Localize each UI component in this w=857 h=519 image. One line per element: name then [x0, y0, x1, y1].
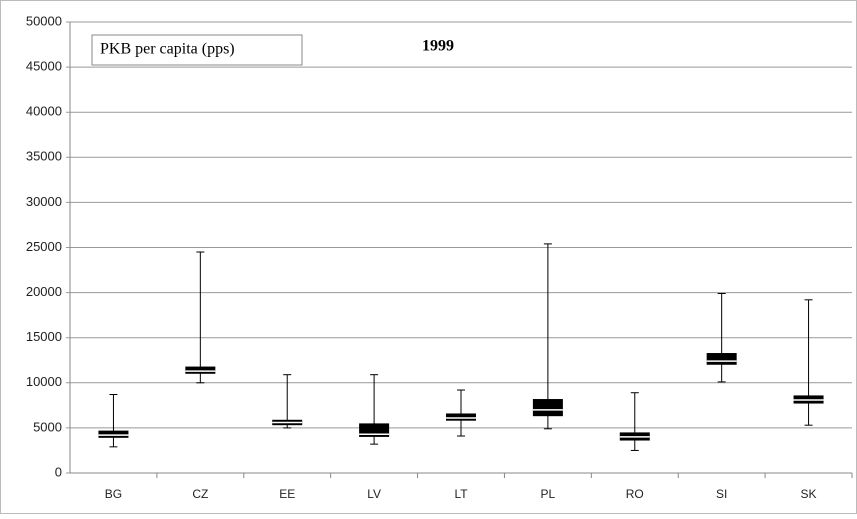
x-tick-label: SK — [801, 487, 817, 501]
y-tick-label: 0 — [55, 464, 62, 479]
legend-label: PKB per capita (pps) — [100, 41, 235, 58]
box — [706, 353, 737, 365]
box — [185, 366, 216, 374]
x-tick-label: BG — [105, 487, 122, 501]
legend-box — [91, 34, 303, 66]
box — [532, 399, 563, 417]
y-tick-label: 45000 — [26, 59, 62, 74]
y-tick-label: 30000 — [26, 194, 62, 209]
x-tick-label: SI — [716, 487, 727, 501]
box — [98, 430, 129, 438]
x-tick-label: EE — [279, 487, 295, 501]
y-tick-label: 10000 — [26, 374, 62, 389]
x-tick-label: LT — [454, 487, 468, 501]
y-tick-label: 40000 — [26, 104, 62, 119]
y-tick-label: 5000 — [33, 419, 62, 434]
box — [446, 413, 476, 421]
y-tick-label: 20000 — [26, 284, 62, 299]
y-tick-label: 50000 — [26, 13, 62, 28]
x-tick-label: CZ — [192, 487, 208, 501]
x-tick-label: PL — [541, 487, 556, 501]
x-tick-label: RO — [626, 487, 644, 501]
y-tick-label: 25000 — [26, 239, 62, 254]
x-tick-label: LV — [367, 487, 381, 501]
chart-title: 1999 — [422, 38, 454, 55]
y-tick-label: 15000 — [26, 329, 62, 344]
y-tick-label: 35000 — [26, 149, 62, 164]
